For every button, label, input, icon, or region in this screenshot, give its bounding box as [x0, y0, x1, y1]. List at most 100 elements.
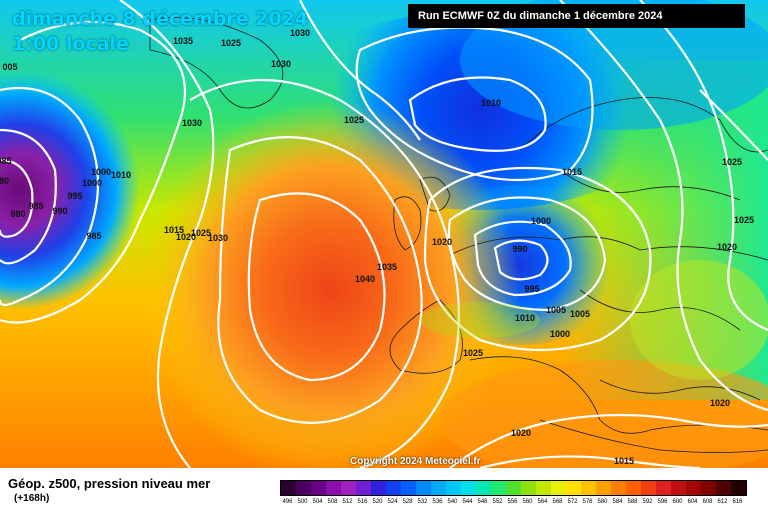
scale-swatch [341, 481, 356, 495]
scale-swatch [566, 481, 581, 495]
isobar-label: 1000 [549, 329, 571, 339]
scale-swatch [356, 481, 371, 495]
isobar-label: 1025 [190, 228, 212, 238]
isobar-label: 980 [10, 209, 26, 219]
isobar-label: 1010 [110, 170, 132, 180]
isobar-label: 1025 [721, 157, 743, 167]
scale-swatch [416, 481, 431, 495]
isobar-label: 990 [52, 206, 68, 216]
isobar-label: 1015 [561, 167, 583, 177]
scale-label: 516 [357, 499, 368, 505]
color-scale-labels: 496 500 504 508 512 516 520 524 528 532 536 540 544 5… [280, 499, 745, 505]
isobar-label: 1020 [709, 398, 731, 408]
scale-swatch [596, 481, 611, 495]
isobar-label: 1010 [480, 98, 502, 108]
scale-swatch [371, 481, 386, 495]
scale-label: 592 [642, 499, 653, 505]
scale-label: 500 [297, 499, 308, 505]
isobar-label: 1035 [376, 262, 398, 272]
scale-swatch [626, 481, 641, 495]
scale-swatch [671, 481, 686, 495]
scale-swatch [401, 481, 416, 495]
scale-swatch [611, 481, 626, 495]
scale-label: 552 [492, 499, 503, 505]
scale-label: 596 [657, 499, 668, 505]
scale-swatch [701, 481, 716, 495]
isobar-label: 005 [2, 62, 18, 72]
scale-swatch [581, 481, 596, 495]
scale-swatch [731, 481, 746, 495]
scale-label: 508 [327, 499, 338, 505]
scale-label: 564 [537, 499, 548, 505]
isobar-label: 1025 [343, 115, 365, 125]
scale-swatch [311, 481, 326, 495]
scale-swatch [461, 481, 476, 495]
scale-swatch [716, 481, 731, 495]
isobar-label: 1030 [181, 118, 203, 128]
isobar-label: 1020 [510, 428, 532, 438]
forecast-time-title: 1:00 locale [12, 33, 129, 55]
scale-label: 600 [672, 499, 683, 505]
isobar-label: 80 [0, 176, 10, 186]
isobar-label: 995 [524, 284, 540, 294]
scale-label: 612 [717, 499, 728, 505]
scale-swatch [641, 481, 656, 495]
scale-label: 532 [417, 499, 428, 505]
scale-label: 604 [687, 499, 698, 505]
isobar-label: 1030 [270, 59, 292, 69]
isobar-label: 1025 [733, 215, 755, 225]
isobar-label: 1005 [569, 309, 591, 319]
color-scale [280, 480, 747, 496]
scale-label: 536 [432, 499, 443, 505]
scale-label: 556 [507, 499, 518, 505]
scale-label: 524 [387, 499, 398, 505]
scale-swatch [386, 481, 401, 495]
isobar-label: 1030 [289, 28, 311, 38]
scale-swatch [431, 481, 446, 495]
scale-swatch [296, 481, 311, 495]
isobar-label: 1025 [462, 348, 484, 358]
scale-label: 568 [552, 499, 563, 505]
scale-label: 588 [627, 499, 638, 505]
scale-swatch [686, 481, 701, 495]
isobar-label: 985 [86, 231, 102, 241]
isobar-label: 1020 [716, 242, 738, 252]
scale-label: 572 [567, 499, 578, 505]
scale-label: 540 [447, 499, 458, 505]
isobar-label: 1020 [431, 237, 453, 247]
scale-label: 576 [582, 499, 593, 505]
scale-label: 544 [462, 499, 473, 505]
scale-swatch [491, 481, 506, 495]
scale-swatch [326, 481, 341, 495]
scale-label: 560 [522, 499, 533, 505]
scale-label: 584 [612, 499, 623, 505]
scale-label: 528 [402, 499, 413, 505]
scale-swatch [536, 481, 551, 495]
copyright-notice: Copyright 2024 Meteociel.fr [350, 456, 481, 467]
isobar-label: 1030 [207, 233, 229, 243]
scale-label: 520 [372, 499, 383, 505]
isobar-label: 985 [0, 156, 12, 166]
scale-swatch [506, 481, 521, 495]
isobar-label: 1010 [514, 313, 536, 323]
scale-label: 504 [312, 499, 323, 505]
isobar-label: 1000 [530, 216, 552, 226]
forecast-date-title: dimanche 8 décembre 2024 [12, 8, 309, 30]
scale-swatch [476, 481, 491, 495]
scale-label: 548 [477, 499, 488, 505]
scale-swatch [446, 481, 461, 495]
isobar-label: 985 [28, 201, 44, 211]
scale-label: 512 [342, 499, 353, 505]
scale-label: 580 [597, 499, 608, 505]
field-name-label: Géop. z500, pression niveau mer [8, 476, 211, 491]
scale-label: 496 [282, 499, 293, 505]
scale-swatch [656, 481, 671, 495]
isobar-label: 1020 [175, 232, 197, 242]
scale-swatch [521, 481, 536, 495]
run-info-banner: Run ECMWF 0Z du dimanche 1 décembre 2024 [408, 4, 745, 28]
scale-label: 616 [732, 499, 743, 505]
isobar-label: 1005 [545, 305, 567, 315]
isobar-label: 1040 [354, 274, 376, 284]
isobar-label: 990 [512, 244, 528, 254]
